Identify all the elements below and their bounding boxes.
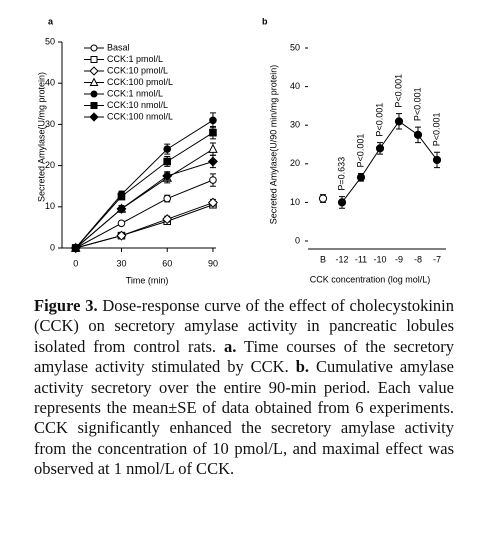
y-tick-label: 20 xyxy=(45,160,55,170)
data-point xyxy=(117,219,126,228)
caption-label: Figure 3. xyxy=(34,296,98,315)
x-tick-label: -11 xyxy=(355,254,367,264)
data-point xyxy=(116,230,127,241)
data-point xyxy=(70,243,81,253)
y-tick-label: 40 xyxy=(45,78,55,88)
x-tick-label: -12 xyxy=(335,254,348,264)
caption: Figure 3. Dose-response curve of the eff… xyxy=(34,296,454,480)
caption-label: a. xyxy=(223,336,237,356)
data-point xyxy=(394,117,404,126)
caption-text: Dose-response curve of the effect of cho… xyxy=(34,296,455,356)
panel-label: a xyxy=(48,16,54,26)
y-tick-label: 50 xyxy=(45,36,55,46)
series-line xyxy=(75,119,214,249)
y-tick-label: 40 xyxy=(290,81,300,91)
legend-label: CCK:1 pmol/L xyxy=(107,54,163,64)
legend-label: CCK:100 nmol/L xyxy=(107,111,173,121)
data-point xyxy=(207,156,218,167)
series-line xyxy=(75,132,214,249)
y-tick-label: 20 xyxy=(290,158,300,168)
legend-marker xyxy=(89,112,99,122)
annotation: P<0.001 xyxy=(374,103,384,137)
annotation: P<0.001 xyxy=(431,112,441,146)
legend-label: CCK:1 nmol/L xyxy=(107,88,163,98)
y-tick-label: 30 xyxy=(45,119,55,129)
legend-label: CCK:10 pmol/L xyxy=(107,65,168,75)
panel-label: b xyxy=(262,16,268,26)
data-point xyxy=(209,128,217,137)
annotation: P<0.001 xyxy=(355,134,365,168)
series-line xyxy=(341,120,438,203)
data-point xyxy=(318,194,328,203)
caption-text: Cumulative amylase activity secretory ov… xyxy=(34,357,454,479)
y-tick-label: 10 xyxy=(45,201,55,211)
x-tick-label: -9 xyxy=(395,254,403,264)
x-tick-label: B xyxy=(320,254,326,264)
legend-marker xyxy=(90,102,98,109)
y-axis-label: Secreted Amylase(U/90 min/mg protein) xyxy=(268,65,278,225)
series-line xyxy=(75,179,214,249)
data-point xyxy=(116,203,127,214)
x-tick-label: -10 xyxy=(373,254,386,264)
y-tick-label: 10 xyxy=(290,197,300,207)
x-tick-label: 30 xyxy=(116,258,126,268)
data-point xyxy=(432,155,442,165)
data-point xyxy=(413,130,423,139)
data-point xyxy=(375,144,385,153)
x-tick-label: 0 xyxy=(73,258,78,268)
legend-marker xyxy=(89,77,99,86)
legend-marker xyxy=(90,56,98,63)
data-point xyxy=(337,198,347,207)
legend-marker xyxy=(90,90,98,98)
annotation: P<0.001 xyxy=(412,87,422,121)
data-point xyxy=(207,197,218,208)
x-axis-label: Time (min) xyxy=(126,275,169,285)
legend-label: Basal xyxy=(107,42,130,52)
caption-text: Time courses of the secretory amylase ac… xyxy=(34,336,455,377)
data-point xyxy=(162,170,173,181)
data-point xyxy=(162,214,173,225)
data-point xyxy=(163,145,172,153)
annotation: P=0.633 xyxy=(336,157,346,191)
series-line xyxy=(75,161,214,249)
x-tick-label: -8 xyxy=(414,254,422,264)
legend-label: CCK:10 nmol/L xyxy=(107,100,168,110)
x-tick-label: -7 xyxy=(433,254,441,264)
y-tick-label: 0 xyxy=(50,242,55,252)
x-tick-label: 90 xyxy=(208,258,218,268)
data-point xyxy=(117,192,126,201)
annotation: P<0.001 xyxy=(393,74,403,108)
y-tick-label: 30 xyxy=(290,120,300,130)
y-axis-label: Secreted Amylase(U/mg protein) xyxy=(36,72,46,202)
x-tick-label: 60 xyxy=(162,258,172,268)
y-tick-label: 50 xyxy=(290,42,300,52)
data-point xyxy=(163,194,172,203)
legend-marker xyxy=(90,44,98,52)
legend-label: CCK:100 pmol/L xyxy=(107,77,173,87)
data-point xyxy=(163,157,172,166)
data-point xyxy=(209,176,217,184)
data-point xyxy=(356,173,366,182)
legend-marker xyxy=(89,66,99,76)
x-axis-label: CCK concentration (log mol/L) xyxy=(310,274,431,284)
caption-label: b. xyxy=(295,357,309,377)
data-point xyxy=(208,143,218,153)
y-tick-label: 0 xyxy=(295,235,300,245)
series-line xyxy=(75,202,214,249)
data-point xyxy=(209,116,217,125)
figure: a 0 10 20 30 40 50 0 30 60 90 Time (min) Secreted Am… xyxy=(36,16,446,285)
series-line xyxy=(75,148,214,249)
